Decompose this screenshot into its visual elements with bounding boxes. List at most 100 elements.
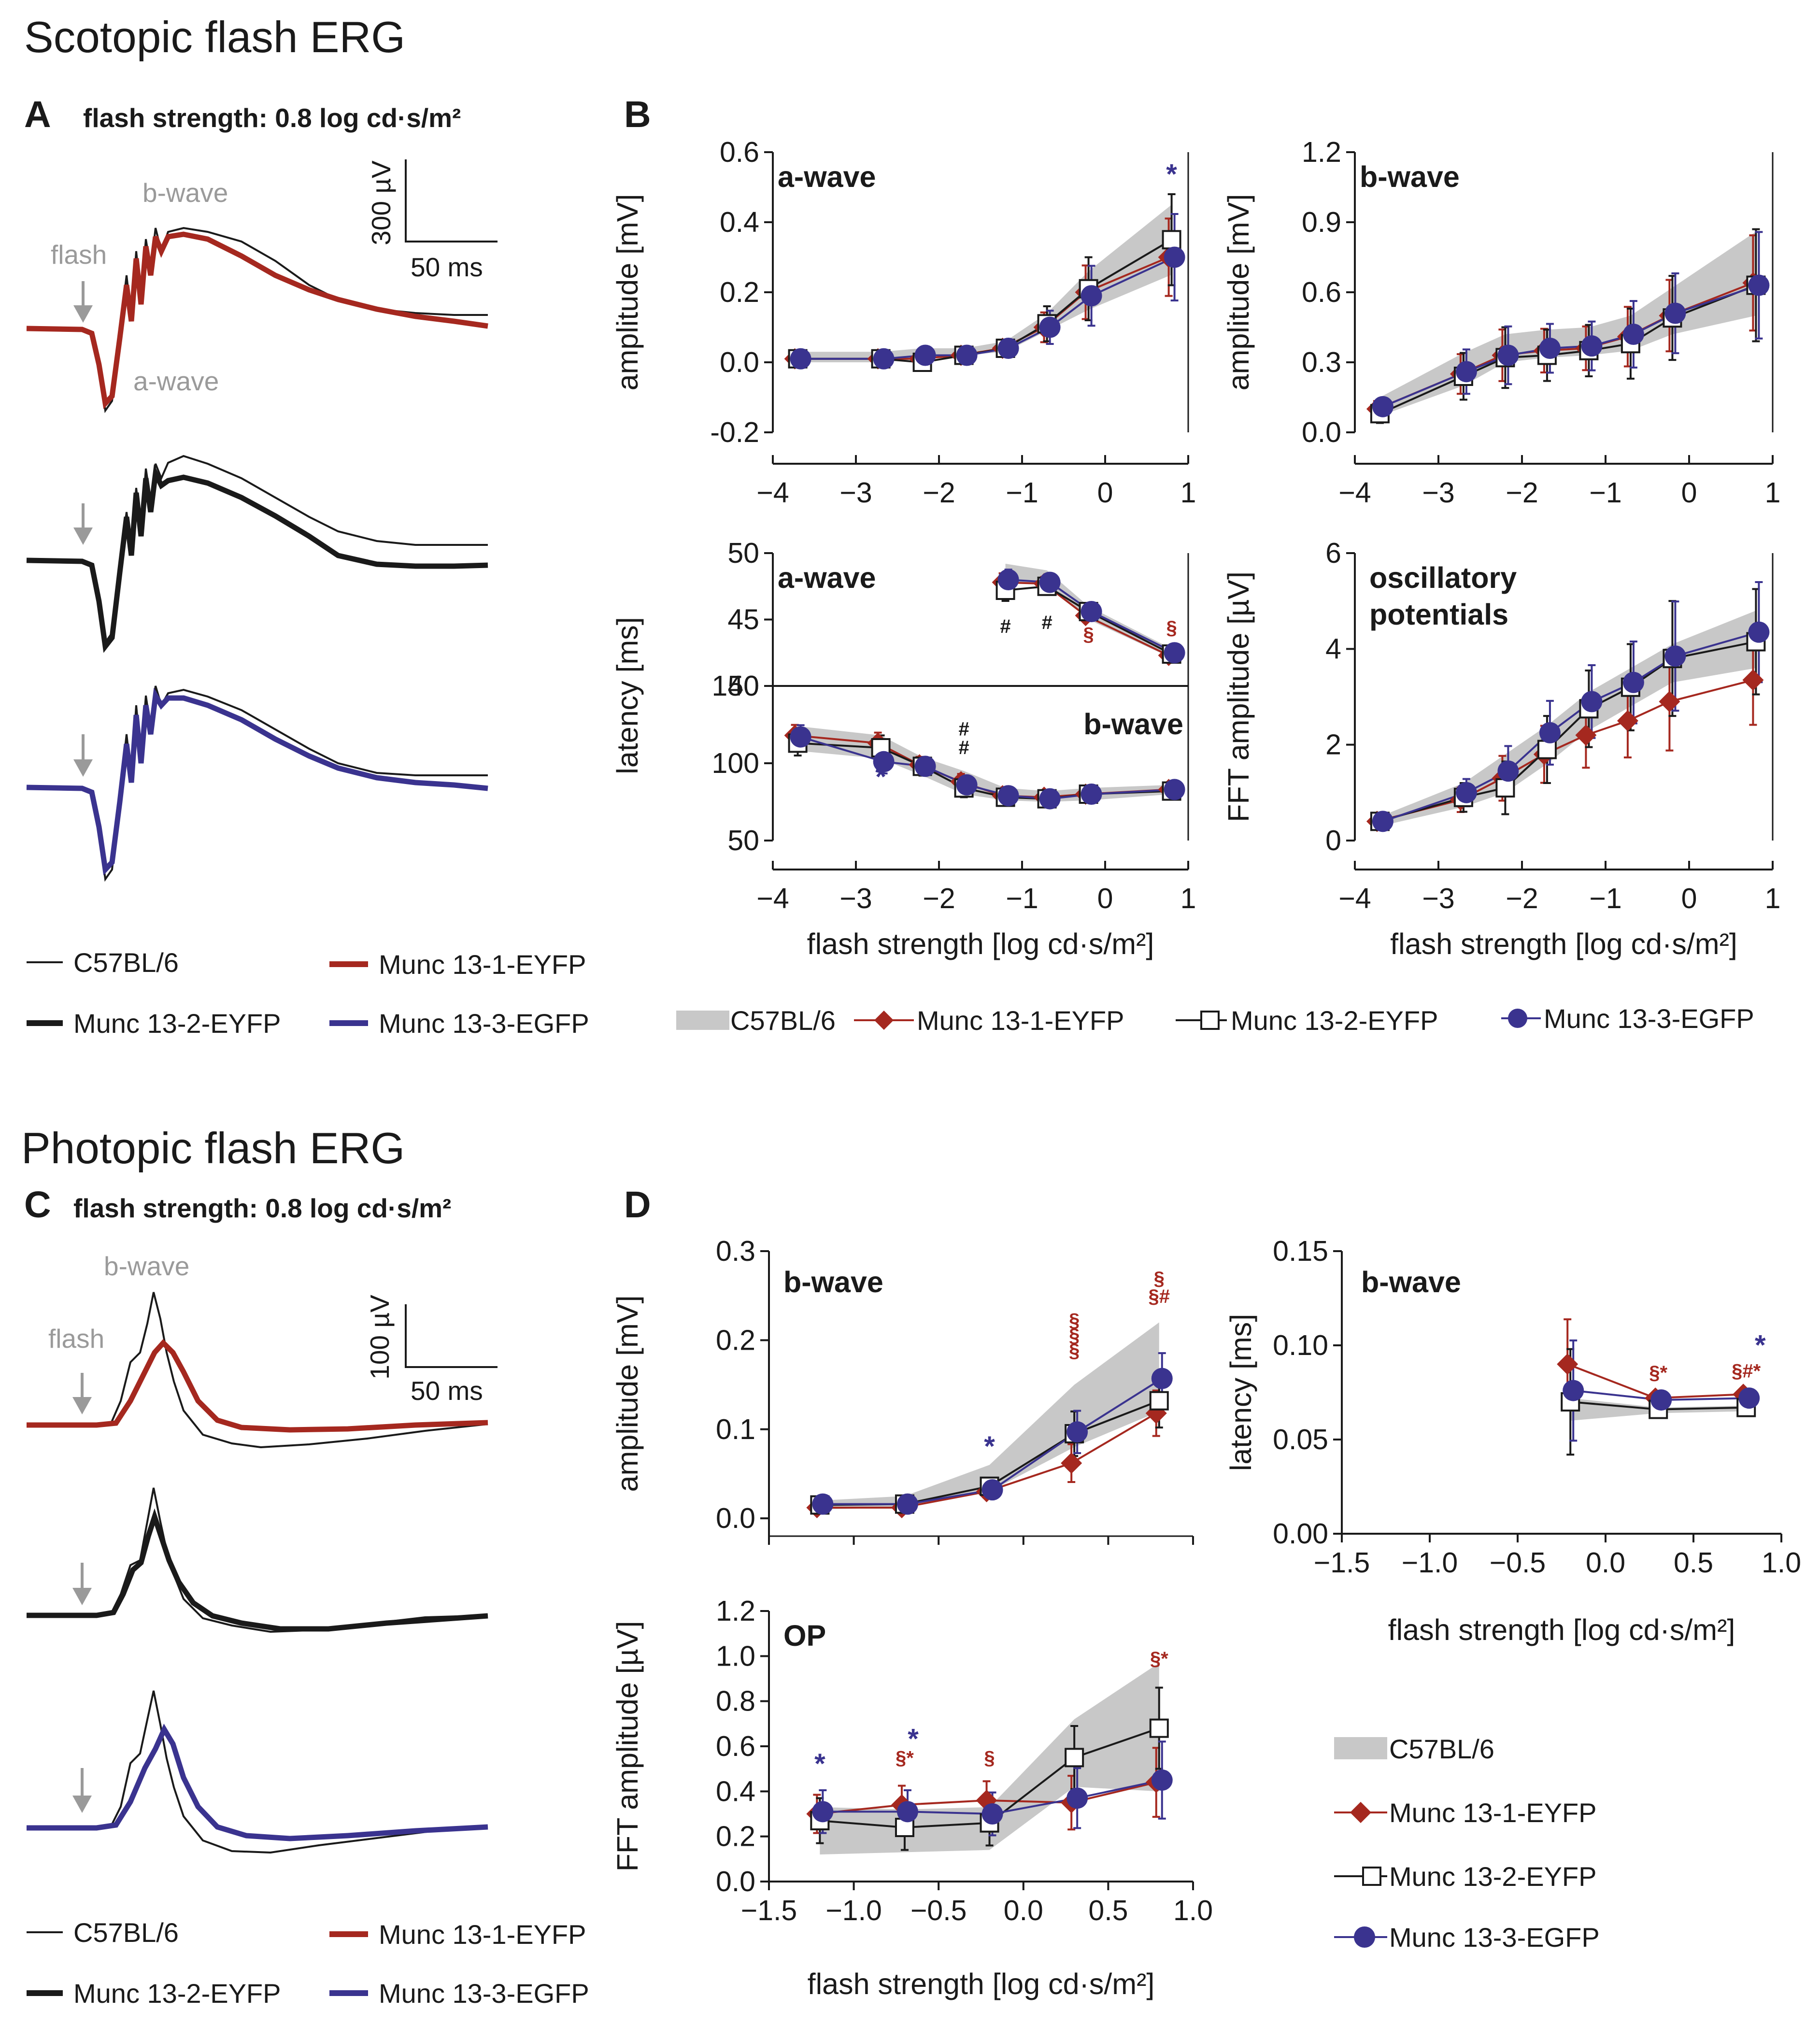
y-tick-label: 0.0 xyxy=(720,346,759,378)
square-marker-icon xyxy=(1200,1011,1220,1030)
legend-c57bl6: C57BL/6 xyxy=(730,1005,836,1036)
x-tick-label: −4 xyxy=(1338,477,1371,509)
trace-munc13-1-top xyxy=(26,231,488,409)
trace-c57bl6-c-top xyxy=(26,1292,488,1449)
munc13-3-point xyxy=(914,344,936,366)
scale-y-label-c: 100 µV xyxy=(365,1295,395,1380)
legend-c57bl6: C57BL/6 xyxy=(73,1917,179,1948)
munc13-3-point xyxy=(1081,285,1102,307)
y-tick-label: 0.4 xyxy=(720,206,759,238)
munc13-3-point xyxy=(1164,642,1185,664)
y-axis-label: amplitude [mV] xyxy=(611,194,644,391)
panel-letter-b: B xyxy=(624,94,651,135)
x-tick-label: −3 xyxy=(1422,477,1454,509)
x-tick-label: −2 xyxy=(1506,477,1538,509)
y-axis-label: FFT amplitude [µV] xyxy=(611,1621,644,1872)
munc13-3-point xyxy=(997,338,1019,359)
x-tick-label: −3 xyxy=(839,477,872,509)
munc13-2-point xyxy=(1162,230,1181,250)
x-tick-label: −1 xyxy=(1006,477,1038,509)
munc13-3-point xyxy=(997,785,1019,807)
legend-munc13-3: Munc 13-3-EGFP xyxy=(1389,1922,1600,1953)
x-tick-label: 1.0 xyxy=(1762,1547,1801,1579)
x-tick-label: 1 xyxy=(1180,883,1196,914)
panel-title: b-wave xyxy=(783,1266,883,1298)
scale-x-label-c: 50 ms xyxy=(411,1376,483,1406)
munc13-3-point xyxy=(790,348,811,370)
legend-munc13-2: Munc 13-2-EYFP xyxy=(1389,1861,1597,1892)
bwave-annotation-c: b-wave xyxy=(104,1251,189,1281)
diamond-marker-icon xyxy=(1350,1802,1371,1823)
munc13-1-point xyxy=(1742,669,1764,691)
munc13-3-point xyxy=(1539,338,1561,359)
munc13-3-point xyxy=(1372,396,1393,417)
munc13-3-point xyxy=(1738,1387,1760,1409)
munc13-3-point xyxy=(1164,779,1185,800)
munc13-3-point xyxy=(1039,788,1061,810)
y-tick-label: 1.0 xyxy=(716,1640,755,1672)
x-tick-label: −1.5 xyxy=(741,1895,797,1926)
x-tick-label: −1 xyxy=(1006,883,1038,914)
y-tick-label: 0.2 xyxy=(720,276,759,308)
munc13-2-point xyxy=(1495,778,1515,798)
y-tick-label: 0.3 xyxy=(716,1235,755,1267)
x-axis-label: flash strength [log cd·s/m²] xyxy=(807,927,1154,960)
x-tick-label: 1.0 xyxy=(1173,1895,1213,1926)
legend-c57bl6: C57BL/6 xyxy=(73,947,179,978)
y-tick-label: 0.00 xyxy=(1273,1518,1328,1550)
legend-munc13-3: Munc 13-3-EGFP xyxy=(1544,1003,1754,1034)
y-tick-label: 0 xyxy=(1325,825,1341,856)
series-legend-d: C57BL/6 Munc 13-1-EYFP Munc 13-2-EYFP Mu… xyxy=(1334,1734,1600,1953)
x-tick-label: −0.5 xyxy=(1490,1547,1546,1579)
munc13-3-point xyxy=(914,756,936,777)
munc13-3-point xyxy=(1664,302,1686,324)
x-axis-label: flash strength [log cd·s/m²] xyxy=(1390,927,1737,960)
x-tick-label: −1.0 xyxy=(825,1895,882,1926)
x-tick-label: 1 xyxy=(1765,477,1781,509)
trace-munc13-1-c-top xyxy=(27,1339,488,1433)
panel-letter-a: A xyxy=(24,94,51,135)
trace-c57bl6-c-bottom xyxy=(26,1690,488,1854)
square-marker-icon xyxy=(1362,1867,1381,1886)
flash-annotation-a: flash xyxy=(51,240,107,270)
panel-title: oscillatory xyxy=(1369,561,1517,594)
panel-title: potentials xyxy=(1369,598,1508,631)
flash-strength-label-c: flash strength: 0.8 log cd·s/m² xyxy=(73,1193,451,1223)
y-tick-label: 0.10 xyxy=(1273,1329,1328,1361)
flash-arrow-icon xyxy=(73,734,93,777)
munc13-3-point xyxy=(1164,246,1185,268)
legend-munc13-1: Munc 13-1-EYFP xyxy=(379,1919,586,1950)
munc13-3-point xyxy=(1151,1769,1173,1791)
flash-arrow-icon xyxy=(73,503,93,545)
x-tick-label: 0 xyxy=(1681,477,1697,509)
munc13-3-point xyxy=(896,1493,918,1515)
y-tick-label: 0.0 xyxy=(1302,416,1341,448)
flash-arrow-icon xyxy=(72,1768,92,1813)
munc13-3-point xyxy=(873,751,895,772)
munc13-3-point xyxy=(997,569,1019,590)
y-tick-label: 50 xyxy=(727,537,759,569)
munc13-3-point xyxy=(1748,621,1770,643)
x-tick-label: −1.5 xyxy=(1314,1547,1370,1579)
munc13-1-point xyxy=(1617,710,1638,732)
y-tick-label: 0.1 xyxy=(716,1413,755,1445)
significance-marker: §* xyxy=(896,1747,914,1768)
munc13-3-point xyxy=(1664,645,1686,667)
munc13-3-point xyxy=(1039,316,1061,338)
scale-bar-a xyxy=(405,159,498,242)
trace-munc13-2-c-middle xyxy=(27,1508,488,1632)
y-tick-label: 0.6 xyxy=(716,1730,755,1762)
bwave-annotation-a: b-wave xyxy=(142,178,228,208)
scotopic-title: Scotopic flash ERG xyxy=(24,13,405,62)
munc13-3-point xyxy=(1066,1421,1088,1443)
munc13-1-point xyxy=(1557,1354,1578,1375)
y-tick-label: 0.4 xyxy=(716,1775,755,1807)
y-tick-label: 0.6 xyxy=(720,136,759,168)
legend-munc13-2: Munc 13-2-EYFP xyxy=(1231,1005,1438,1036)
legend-munc13-2: Munc 13-2-EYFP xyxy=(73,1008,281,1039)
munc13-3-point xyxy=(1563,1380,1584,1401)
munc13-3-point xyxy=(1622,324,1644,345)
x-tick-label: 1 xyxy=(1765,883,1781,914)
x-tick-label: −3 xyxy=(1422,883,1454,914)
munc13-3-point xyxy=(1372,811,1393,832)
